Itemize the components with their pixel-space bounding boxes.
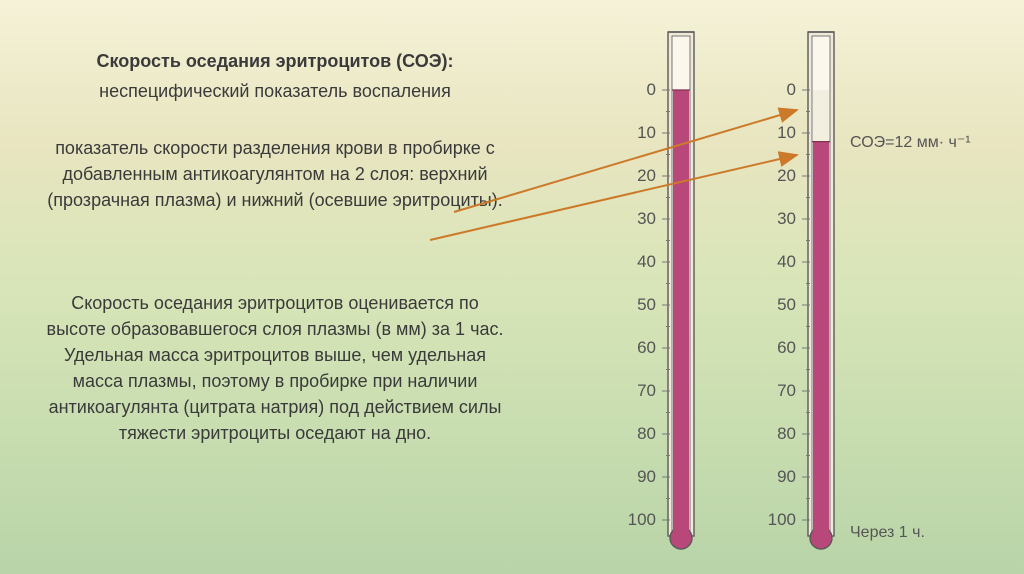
tick-label: 0 [624, 80, 656, 100]
tick-label: 30 [764, 209, 796, 229]
tick-label: 20 [624, 166, 656, 186]
tick-label: 0 [764, 80, 796, 100]
tick-label: 80 [624, 424, 656, 444]
tick-label: 60 [764, 338, 796, 358]
tick-label: 20 [764, 166, 796, 186]
tick-label: 10 [624, 123, 656, 143]
tube-0: 0102030405060708090100 [660, 20, 702, 560]
tick-label: 10 [764, 123, 796, 143]
tick-label: 40 [764, 252, 796, 272]
tick-label: 70 [624, 381, 656, 401]
tick-label: 70 [764, 381, 796, 401]
tube-1: 0102030405060708090100 [800, 20, 842, 560]
tick-label: 100 [624, 510, 656, 530]
tick-label: 100 [764, 510, 796, 530]
tick-label: 50 [624, 295, 656, 315]
tick-label: 50 [764, 295, 796, 315]
paragraph-explanation: Скорость оседания эритроцитов оцениваетс… [40, 290, 510, 447]
after-one-hour-label: Через 1 ч. [850, 524, 925, 542]
esr-value-label: СОЭ=12 мм· ч⁻¹ [850, 132, 971, 152]
paragraph-definition: показатель скорости разделения крови в п… [40, 135, 510, 213]
tick-label: 90 [624, 467, 656, 487]
tick-label: 60 [624, 338, 656, 358]
title: Скорость оседания эритроцитов (СОЭ): [40, 48, 510, 74]
tick-label: 80 [764, 424, 796, 444]
tick-label: 90 [764, 467, 796, 487]
tick-label: 30 [624, 209, 656, 229]
tick-label: 40 [624, 252, 656, 272]
subtitle: неспецифический показатель воспаления [40, 78, 510, 104]
